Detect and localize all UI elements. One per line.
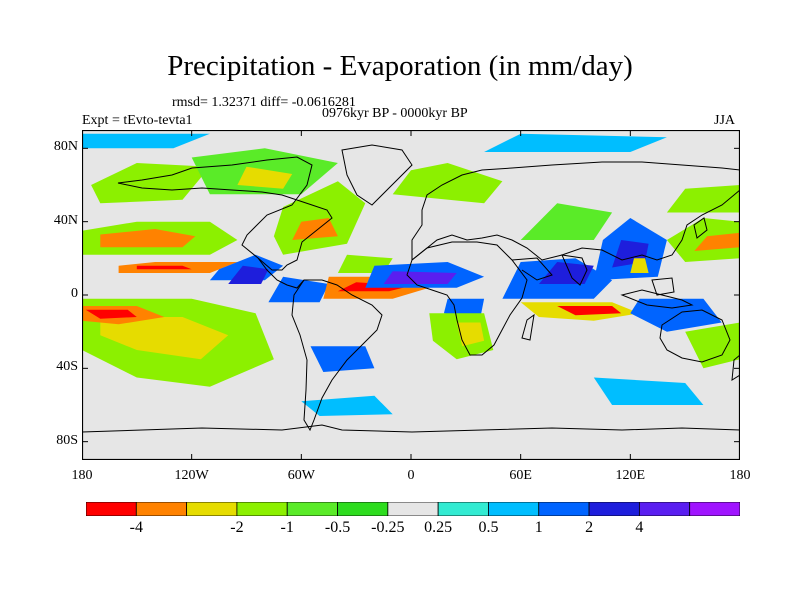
field-region-16 <box>237 166 293 189</box>
colorbar-box-6 <box>387 502 439 516</box>
coastline-eurasia <box>411 161 740 262</box>
lon-label-2: 60W <box>287 468 315 483</box>
field-region-14 <box>91 163 210 204</box>
lon-label-6: 180 <box>729 468 751 483</box>
field-region-34 <box>630 298 722 332</box>
colorbar-label-8: 2 <box>585 519 594 536</box>
field-region-9 <box>228 265 269 284</box>
field-region-25 <box>392 163 503 204</box>
coastline-japan <box>693 217 708 239</box>
coastlines <box>82 144 740 433</box>
field-region-28 <box>538 262 594 284</box>
colorbar <box>86 502 740 516</box>
colorbar-label-3: -0.5 <box>324 519 351 536</box>
lon-label-1: 120W <box>174 468 209 483</box>
colorbar-label-2: -1 <box>280 519 294 536</box>
colorbar-box-1 <box>135 502 188 516</box>
colorbar-label-5: 0.25 <box>424 519 453 536</box>
colorbar-label-6: 0.5 <box>478 519 499 536</box>
field-region-5 <box>85 309 137 319</box>
coastline-borneo <box>651 277 675 296</box>
coastline-new-zealand <box>731 354 740 381</box>
colorbar-box-2 <box>186 502 238 516</box>
colorbar-box-4 <box>286 502 338 516</box>
period-text: 0976kyr BP - 0000kyr BP <box>322 106 468 121</box>
stats-text: rmsd= 1.32371 diff= -0.0616281 <box>172 95 356 110</box>
field-region-3 <box>100 317 229 360</box>
colorbar-label-0: -4 <box>129 519 143 536</box>
page-title: Precipitation - Evaporation (in mm/day) <box>167 50 633 82</box>
field-regions <box>82 133 740 416</box>
field-region-13 <box>292 218 338 240</box>
field-region-36 <box>694 232 740 251</box>
field-region-26 <box>520 203 613 240</box>
coastline-madagascar <box>521 313 535 341</box>
colorbar-box-7 <box>437 502 489 516</box>
lat-label-1: 40N <box>53 212 78 228</box>
lat-label-4: 80S <box>56 432 78 448</box>
colorbar-box-3 <box>236 502 288 516</box>
field-region-41 <box>82 133 210 149</box>
coastline-north-america <box>117 156 333 271</box>
colorbar-box-0 <box>86 502 137 516</box>
lat-label-0: 80N <box>53 139 78 155</box>
colorbar-box-5 <box>337 502 389 516</box>
lon-label-4: 60E <box>509 468 532 483</box>
colorbar-box-11 <box>638 502 691 516</box>
field-region-1 <box>100 229 196 248</box>
coastline-antarctica <box>82 424 740 433</box>
field-region-38 <box>685 322 740 369</box>
lat-label-3: 40S <box>56 359 78 375</box>
season-label: JJA <box>714 113 736 128</box>
colorbar-box-9 <box>538 502 590 516</box>
field-region-40 <box>593 377 704 405</box>
field-region-11 <box>310 346 375 372</box>
lon-label-3: 0 <box>407 468 415 483</box>
lat-label-2: 0 <box>71 286 78 301</box>
colorbar-box-8 <box>488 502 540 516</box>
coastline-arabia <box>511 257 553 281</box>
axis-ticks <box>82 130 740 460</box>
field-region-42 <box>484 133 667 152</box>
colorbar-label-1: -2 <box>230 519 244 536</box>
field-region-22 <box>443 298 485 317</box>
colorbar-label-7: 1 <box>534 519 543 536</box>
coastline-greenland <box>341 144 413 206</box>
coastline-india <box>561 254 588 286</box>
lon-label-0: 180 <box>71 468 93 483</box>
coastline-australia <box>659 309 731 363</box>
field-region-33 <box>630 258 649 273</box>
field-region-24 <box>456 322 485 347</box>
colorbar-box-10 <box>588 502 640 516</box>
colorbar-label-9: 4 <box>635 519 644 536</box>
colorbar-label-4: -0.25 <box>371 519 405 536</box>
field-region-7 <box>136 265 192 270</box>
precip-evap-map <box>82 130 740 460</box>
coastline-central-america <box>257 257 305 289</box>
coastline-south-america <box>291 279 383 432</box>
colorbar-box-12 <box>689 502 740 516</box>
field-region-21 <box>383 271 457 284</box>
experiment-label: Expt = tEvto-tevta1 <box>82 113 193 128</box>
field-region-39 <box>301 395 393 416</box>
coastline-indonesia <box>620 289 694 309</box>
lon-label-5: 120E <box>615 468 646 483</box>
coastline-africa <box>406 241 528 356</box>
field-region-30 <box>557 306 622 316</box>
